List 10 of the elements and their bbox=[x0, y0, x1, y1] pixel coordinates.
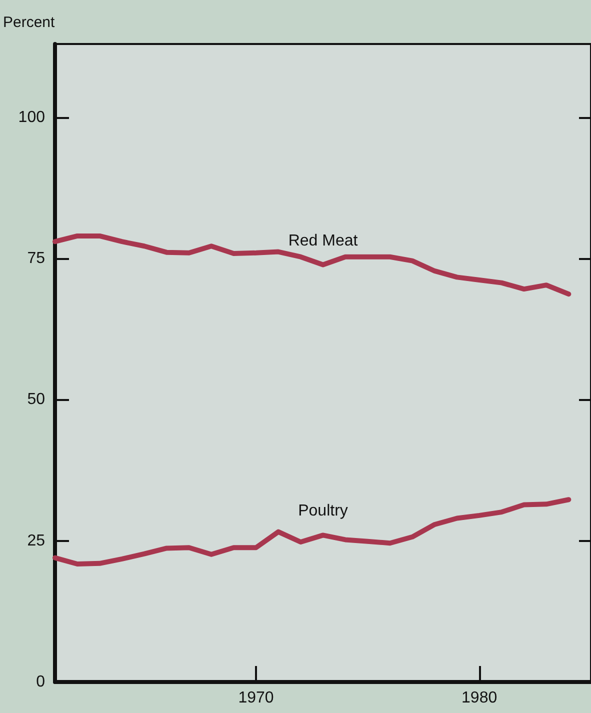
series-label: Poultry bbox=[298, 502, 348, 520]
y-axis-title: Percent bbox=[3, 14, 56, 31]
y-tick-label: 0 bbox=[36, 674, 46, 690]
y-tick-label: 75 bbox=[27, 250, 46, 268]
y-tick-label: 100 bbox=[18, 108, 46, 126]
y-tick-label: 25 bbox=[27, 532, 46, 550]
y-tick-label: 50 bbox=[27, 391, 46, 408]
series-label: Red Meat bbox=[288, 232, 358, 250]
x-tick-label: 1980 bbox=[462, 690, 498, 706]
x-tick-label: 1970 bbox=[238, 690, 274, 706]
